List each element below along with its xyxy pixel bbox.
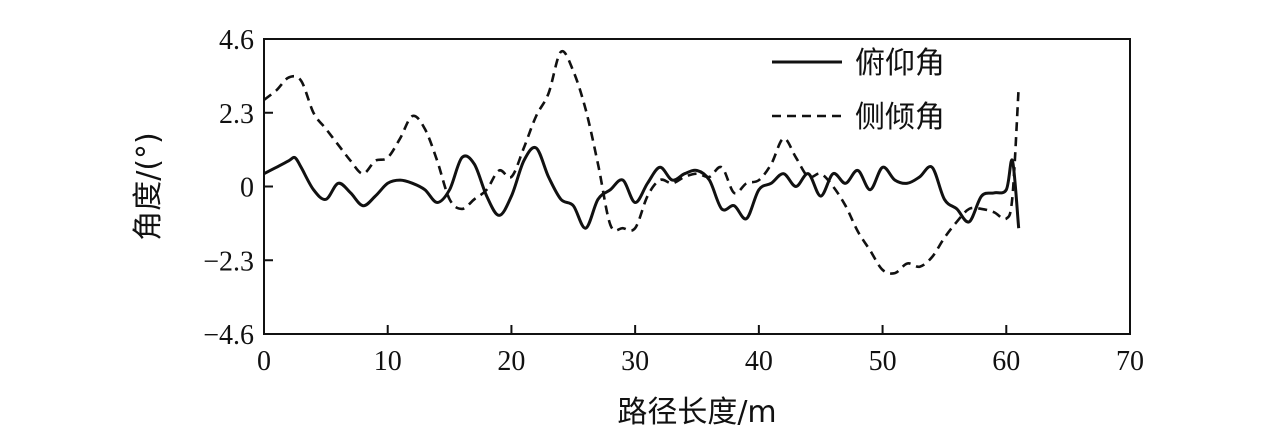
- x-tick-label: 0: [257, 346, 271, 377]
- tick-labels: 0 10 20 30 40 50 60 70 −4.6 −2.3 0 2.3 4.6: [203, 25, 1144, 377]
- x-tick-label: 70: [1116, 346, 1144, 377]
- y-tick-label: 4.6: [219, 25, 254, 56]
- x-tick-label: 10: [374, 346, 402, 377]
- x-tick-label: 20: [497, 346, 525, 377]
- series-line-roll: [263, 49, 1020, 275]
- y-tick-label: −4.6: [203, 320, 254, 351]
- plot-area: [263, 38, 1131, 335]
- x-tick-label: 50: [869, 346, 897, 377]
- y-axis-label: 角度/(°): [131, 132, 166, 241]
- x-tick-label: 30: [621, 346, 649, 377]
- legend: 俯仰角 侧倾角: [772, 46, 945, 135]
- series-layer: [263, 49, 1021, 275]
- plot-border: [263, 38, 1131, 335]
- legend-label-pitch: 俯仰角: [855, 46, 945, 81]
- y-tick-label: 2.3: [219, 99, 254, 130]
- series-line-pitch: [263, 145, 1021, 230]
- y-tick-label: 0: [240, 173, 254, 204]
- x-tick-label: 60: [992, 346, 1020, 377]
- x-axis-label: 路径长度/m: [617, 395, 776, 430]
- x-tick-label: 40: [745, 346, 773, 377]
- legend-label-roll: 侧倾角: [855, 100, 945, 135]
- y-tick-label: −2.3: [203, 246, 254, 277]
- axis-ticks: [263, 38, 1131, 335]
